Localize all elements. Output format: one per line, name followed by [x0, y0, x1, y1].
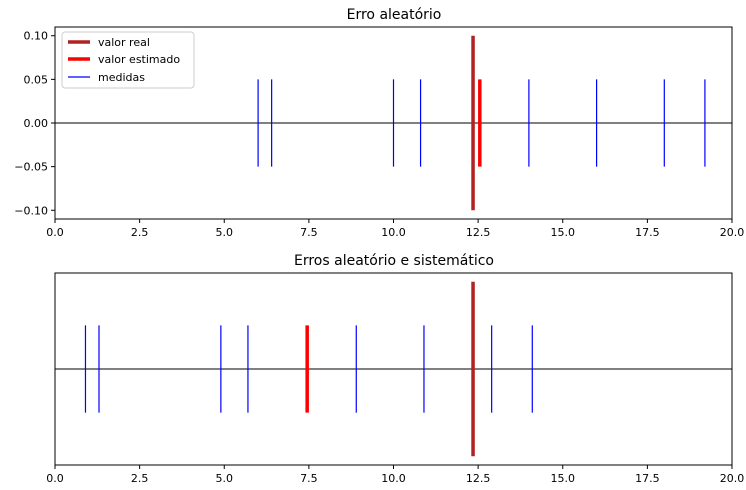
x-tick-label: 20.0: [720, 472, 745, 485]
y-tick-label: −0.10: [14, 204, 48, 217]
chart-title: Erros aleatório e sistemático: [294, 253, 494, 269]
x-tick-label: 2.5: [131, 472, 149, 485]
x-tick-label: 17.5: [635, 472, 660, 485]
y-axis-ticks: 0.10 0.05 0.00 −0.05 −0.10: [14, 30, 55, 217]
legend-label-medidas: medidas: [98, 71, 145, 84]
x-tick-label: 15.0: [551, 472, 576, 485]
x-tick-label: 17.5: [635, 226, 660, 239]
chart-title: Erro aleatório: [347, 7, 442, 23]
x-tick-label: 2.5: [131, 226, 149, 239]
x-tick-label: 5.0: [216, 472, 234, 485]
x-tick-label: 10.0: [381, 472, 406, 485]
plot-marks: [55, 281, 732, 457]
y-tick-label: 0.00: [24, 117, 49, 130]
x-axis-ticks: 0.0 2.5 5.0 7.5 10.0 12.5 15.0 17.5 20.0: [46, 465, 744, 485]
x-tick-label: 10.0: [381, 226, 406, 239]
subplot-random-error: Erro aleatório 0.0 2.5 5.0 7.5 10.0 12.5 15.0 1…: [14, 7, 744, 239]
x-tick-label: 12.5: [466, 226, 491, 239]
x-tick-label: 5.0: [216, 226, 234, 239]
x-tick-label: 0.0: [46, 472, 64, 485]
y-tick-label: −0.05: [14, 161, 48, 174]
x-tick-label: 7.5: [300, 472, 318, 485]
legend: valor real valor estimado medidas: [61, 31, 195, 89]
legend-label-valor-real: valor real: [98, 36, 150, 49]
legend-label-valor-estimado: valor estimado: [98, 53, 180, 66]
x-axis-ticks: 0.0 2.5 5.0 7.5 10.0 12.5 15.0 17.5 20.0: [46, 219, 744, 239]
x-tick-label: 12.5: [466, 472, 491, 485]
x-tick-label: 7.5: [300, 226, 318, 239]
x-tick-label: 15.0: [551, 226, 576, 239]
y-tick-label: 0.10: [24, 30, 49, 43]
y-tick-label: 0.05: [24, 73, 49, 86]
x-tick-label: 20.0: [720, 226, 745, 239]
subplot-random-and-systematic-error: Erros aleatório e sistemático 0.0 2.5 5.0 7…: [46, 253, 744, 485]
legend-box: [61, 31, 195, 89]
plot-marks: [55, 35, 732, 211]
x-tick-label: 0.0: [46, 226, 64, 239]
